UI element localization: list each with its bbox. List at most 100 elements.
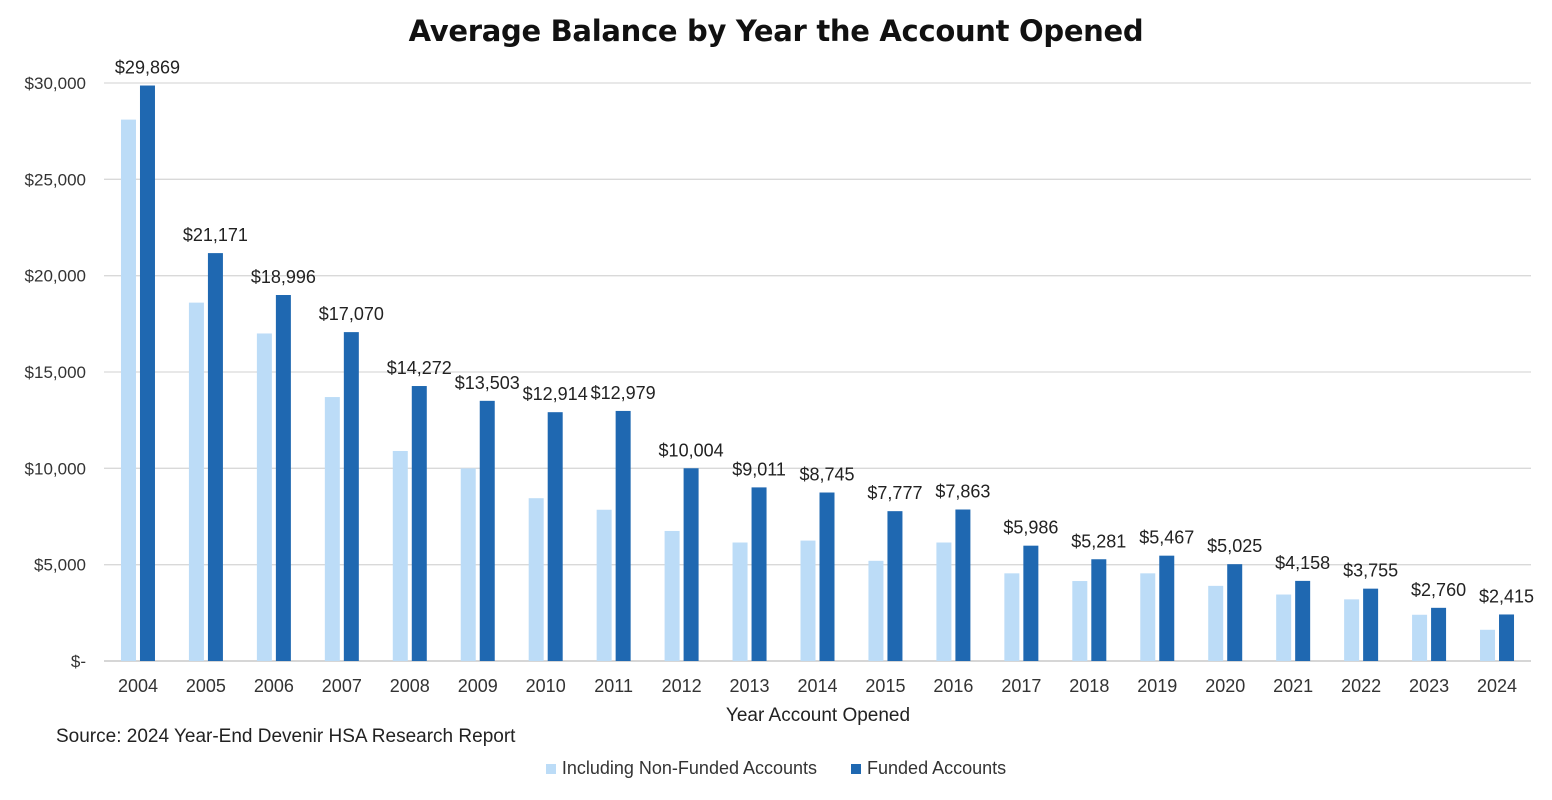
y-tick-label: $30,000 xyxy=(25,74,86,93)
x-tick-label: 2024 xyxy=(1477,676,1517,696)
x-tick-label: 2017 xyxy=(1001,676,1041,696)
bar-funded-2015 xyxy=(887,511,903,661)
data-label-funded-2018: $5,281 xyxy=(1071,531,1126,551)
bar-non-funded-2005 xyxy=(188,302,204,661)
legend-swatch-non-funded xyxy=(545,763,556,774)
x-tick-label: 2018 xyxy=(1069,676,1109,696)
x-tick-label: 2012 xyxy=(662,676,702,696)
bar-funded-2005 xyxy=(207,253,223,661)
bar-non-funded-2022 xyxy=(1344,599,1360,661)
bar-non-funded-2008 xyxy=(392,450,408,661)
gridlines xyxy=(104,82,1531,662)
x-tick-label: 2015 xyxy=(865,676,905,696)
x-axis-ticks: 2004 2005 2006 2007 2008 2009 2010 2011 2012 2013… xyxy=(118,676,1517,696)
bar-non-funded-2020 xyxy=(1208,585,1224,661)
data-label-funded-2013: $9,011 xyxy=(732,459,786,479)
bar-non-funded-2010 xyxy=(528,498,544,661)
x-tick-label: 2023 xyxy=(1409,676,1449,696)
x-tick-label: 2022 xyxy=(1341,676,1381,696)
data-label-funded-2023: $2,760 xyxy=(1411,580,1466,600)
bar-non-funded-2014 xyxy=(800,540,816,661)
data-label-funded-2009: $13,503 xyxy=(455,373,520,393)
bar-funded-2012 xyxy=(683,468,699,661)
bar-funded-2013 xyxy=(751,487,767,661)
legend-label-non-funded: Including Non-Funded Accounts xyxy=(561,758,818,778)
bar-funded-2006 xyxy=(275,295,291,661)
data-label-funded-2019: $5,467 xyxy=(1139,528,1194,548)
x-tick-label: 2016 xyxy=(933,676,973,696)
x-tick-label: 2006 xyxy=(254,676,294,696)
bar-funded-2011 xyxy=(615,410,631,661)
data-label-funded-2022: $3,755 xyxy=(1343,561,1398,581)
data-label-funded-2005: $21,171 xyxy=(183,225,248,245)
x-tick-label: 2011 xyxy=(594,676,633,696)
bar-funded-2017 xyxy=(1023,545,1039,661)
data-label-funded-2020: $5,025 xyxy=(1207,536,1262,556)
bar-non-funded-2024 xyxy=(1480,629,1496,661)
y-tick-label: $20,000 xyxy=(25,267,86,286)
x-tick-label: 2020 xyxy=(1205,676,1245,696)
bar-non-funded-2019 xyxy=(1140,573,1156,661)
bar-non-funded-2016 xyxy=(936,542,952,661)
bar-funded-2014 xyxy=(819,492,835,661)
x-tick-label: 2010 xyxy=(526,676,566,696)
bar-funded-2020 xyxy=(1227,564,1243,661)
data-label-funded-2017: $5,986 xyxy=(1003,518,1058,538)
legend-swatch-funded xyxy=(851,763,862,774)
data-label-funded-2021: $4,158 xyxy=(1275,553,1330,573)
x-tick-label: 2007 xyxy=(322,676,362,696)
legend-label-funded: Funded Accounts xyxy=(867,758,1007,778)
y-axis-ticks: $- $5,000 $10,000 $15,000 $20,000 $25,000 $30,… xyxy=(25,74,86,671)
bar-funded-2022 xyxy=(1363,588,1379,661)
bar-funded-2009 xyxy=(479,400,495,661)
x-tick-label: 2009 xyxy=(458,676,498,696)
y-tick-label: $5,000 xyxy=(34,556,86,575)
data-label-funded-2015: $7,777 xyxy=(867,483,922,503)
chart-title: Average Balance by Year the Account Open… xyxy=(408,14,1144,48)
y-tick-label: $- xyxy=(71,652,86,671)
bar-funded-2019 xyxy=(1159,555,1175,661)
bar-non-funded-2017 xyxy=(1004,573,1020,661)
bar-non-funded-2009 xyxy=(460,468,476,661)
data-label-funded-2024: $2,415 xyxy=(1479,586,1534,606)
legend-item-funded: Funded Accounts xyxy=(851,758,1006,779)
x-tick-label: 2019 xyxy=(1137,676,1177,696)
legend-item-non-funded: Including Non-Funded Accounts xyxy=(545,758,818,779)
data-labels: $29,869 $21,171 $18,996$17,070 $14,272$13,5… xyxy=(115,58,1534,607)
bar-non-funded-2015 xyxy=(868,560,884,661)
data-label-funded-2014: $8,745 xyxy=(799,465,854,485)
bar-non-funded-2004 xyxy=(120,119,136,661)
bar-non-funded-2013 xyxy=(732,542,748,661)
bar-funded-2010 xyxy=(547,412,563,661)
bar-non-funded-2006 xyxy=(256,333,272,661)
data-label-funded-2011: $12,979 xyxy=(591,383,656,403)
bar-non-funded-2018 xyxy=(1072,581,1088,661)
data-label-funded-2007: $17,070 xyxy=(319,304,384,324)
bar-funded-2023 xyxy=(1431,607,1447,661)
bar-non-funded-2023 xyxy=(1412,614,1428,661)
bars xyxy=(120,85,1515,662)
bar-non-funded-2021 xyxy=(1276,594,1292,661)
data-label-funded-2004: $29,869 xyxy=(115,58,180,78)
x-tick-label: 2008 xyxy=(390,676,430,696)
bar-funded-2018 xyxy=(1091,559,1107,661)
source-note: Source: 2024 Year-End Devenir HSA Resear… xyxy=(56,726,516,747)
bar-non-funded-2007 xyxy=(324,397,340,661)
bar-funded-2016 xyxy=(955,509,971,661)
legend: Including Non-Funded Accounts Funded Acc… xyxy=(0,758,1552,779)
x-tick-label: 2005 xyxy=(186,676,226,696)
bar-non-funded-2012 xyxy=(664,530,680,661)
data-label-funded-2008: $14,272 xyxy=(387,358,452,378)
bar-funded-2008 xyxy=(411,386,427,661)
y-tick-label: $10,000 xyxy=(25,459,86,478)
bar-funded-2007 xyxy=(343,332,359,661)
data-label-funded-2010: $12,914 xyxy=(523,384,588,404)
data-label-funded-2006: $18,996 xyxy=(251,267,316,287)
y-tick-label: $15,000 xyxy=(25,363,86,382)
bar-funded-2004 xyxy=(139,85,155,662)
x-axis-title: Year Account Opened xyxy=(726,705,910,726)
bar-funded-2021 xyxy=(1295,580,1311,661)
bar-non-funded-2011 xyxy=(596,509,612,661)
y-tick-label: $25,000 xyxy=(25,170,86,189)
